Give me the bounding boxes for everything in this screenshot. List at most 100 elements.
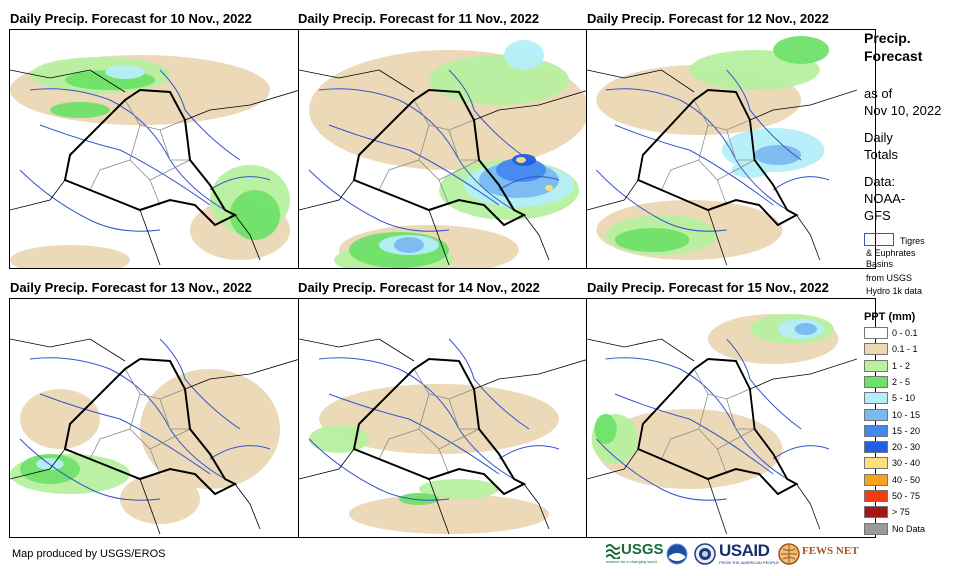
precip-area (50, 102, 110, 118)
map-svg-3 (587, 36, 857, 266)
country-border (234, 483, 261, 530)
country-border (587, 338, 695, 362)
map-layer-group (587, 314, 857, 535)
panel-title-1: Daily Precip. Forecast for 10 Nov., 2022 (10, 11, 252, 26)
iraq-border (637, 357, 799, 496)
legend-swatch (864, 441, 888, 454)
usaid-logo: USAID FROM THE AMERICAN PEOPLE (719, 540, 779, 568)
river-basin-line (159, 69, 241, 161)
legend-label: 10 - 15 (892, 409, 921, 420)
river-basin-line (448, 69, 530, 161)
legend-item: > 75 (864, 505, 967, 520)
province-boundary (159, 398, 190, 430)
basin-label-1: Tigres (900, 236, 925, 246)
map-layer-group (10, 55, 298, 268)
logo-strip: USGS science for a changing world USAID … (606, 540, 859, 568)
legend-label: 0.1 - 1 (892, 344, 918, 355)
river-basin-line (159, 338, 241, 430)
basin-label-2: & Euphrates (866, 248, 916, 258)
precip-area (394, 237, 424, 253)
country-border (749, 89, 857, 121)
province-boundary (89, 428, 131, 460)
country-border (139, 478, 161, 535)
legend-swatch (864, 343, 888, 356)
legend-title: PPT (mm) (864, 311, 916, 323)
usgs-tagline: science for a changing world (606, 559, 657, 564)
precip-area (614, 228, 690, 252)
fewsnet-wordmark: FEWS NET (802, 545, 859, 557)
province-boundary (159, 129, 190, 161)
river-basin-line (308, 438, 450, 501)
river-basin-line (209, 176, 271, 191)
country-border (234, 214, 261, 261)
panel-title-6: Daily Precip. Forecast for 15 Nov., 2022 (587, 280, 829, 295)
legend-label: 5 - 10 (892, 393, 916, 404)
legend-swatch (864, 490, 888, 502)
river-basin-line (328, 124, 500, 206)
legend-item: 15 - 20 (864, 424, 967, 439)
data-line-3: GFS (864, 208, 891, 223)
map-svg-2 (299, 40, 587, 268)
river-basin-line (614, 393, 774, 475)
precip-area (594, 414, 617, 444)
legend-label: 15 - 20 (892, 425, 921, 436)
precip-area (516, 157, 526, 163)
map-panel-4 (9, 298, 299, 538)
country-border (523, 214, 550, 261)
iraq-border (352, 357, 527, 496)
province-boundary (716, 448, 728, 475)
legend-label: 20 - 30 (892, 442, 921, 453)
precip-area (504, 40, 544, 70)
fewsnet-globe-icon (778, 543, 800, 565)
province-boundary (716, 179, 728, 206)
province-boundary (726, 129, 755, 161)
iraq-border (637, 88, 799, 227)
precip-area (419, 479, 499, 499)
country-border (428, 209, 450, 266)
totals-line-2: Totals (864, 147, 898, 162)
precip-area (319, 384, 559, 454)
province-boundary (661, 159, 699, 191)
usgs-logo: USGS science for a changing world (606, 540, 664, 568)
river-basin-line (498, 176, 560, 191)
province-boundary (378, 159, 420, 191)
province-boundary (418, 124, 480, 181)
river-basin-line (318, 357, 515, 480)
river-basin-line (29, 88, 226, 211)
country-border (10, 179, 66, 211)
river-basin-line (328, 393, 500, 475)
country-border (796, 214, 821, 261)
legend-label: > 75 (892, 507, 910, 518)
precip-area (20, 389, 100, 449)
legend-label: 2 - 5 (892, 376, 911, 387)
country-border (523, 483, 550, 530)
precip-area (794, 323, 817, 335)
data-line-1: Data: (864, 174, 896, 189)
river-basin-line (318, 88, 515, 211)
river-basin-line (498, 445, 560, 460)
country-border (587, 69, 695, 93)
river-basin-line (39, 393, 211, 475)
country-border (796, 483, 821, 530)
legend-swatch (864, 375, 888, 388)
river-basin-line (726, 338, 802, 430)
legend-swatch (864, 327, 888, 339)
usgs-wordmark: USGS (621, 541, 664, 558)
country-border (473, 359, 587, 390)
province-boundary (698, 393, 755, 450)
legend-label: 1 - 2 (892, 360, 911, 371)
country-border (299, 338, 415, 362)
country-border (428, 478, 450, 535)
panel-title-3: Daily Precip. Forecast for 12 Nov., 2022 (587, 11, 829, 26)
legend-label: 40 - 50 (892, 474, 921, 485)
country-border (10, 338, 126, 362)
precip-area (309, 425, 369, 453)
noaa-seal (666, 540, 690, 568)
river-basin-line (308, 169, 450, 232)
precip-area (545, 185, 553, 191)
basin-swatch (864, 233, 894, 246)
river-basin-line (595, 438, 727, 501)
river-basin-line (39, 124, 211, 206)
legend-swatch (864, 408, 888, 421)
legend-item: 10 - 15 (864, 408, 967, 423)
